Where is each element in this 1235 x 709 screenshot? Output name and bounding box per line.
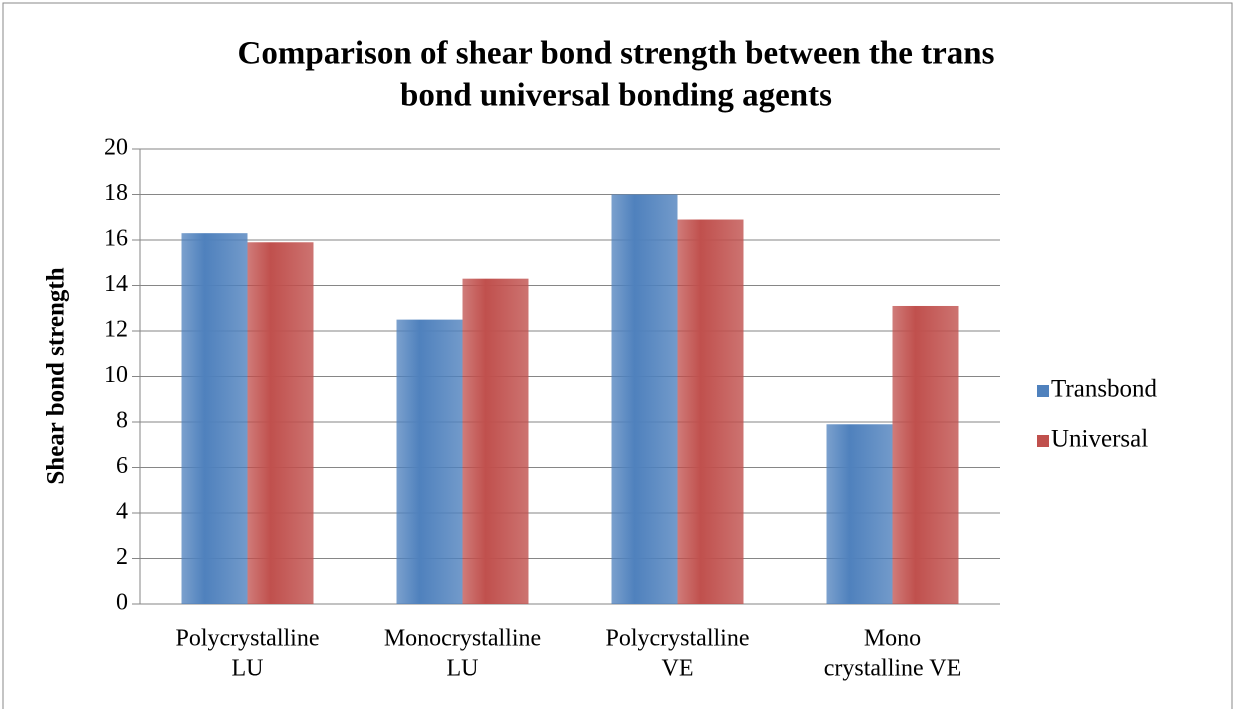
- y-tick-label: 2: [116, 544, 128, 570]
- bar: [892, 305, 959, 604]
- x-tick-label: LU: [447, 656, 479, 682]
- y-tick-label: 0: [116, 590, 128, 616]
- x-tick-label: Polycrystalline: [176, 626, 320, 652]
- y-tick-label: 10: [104, 362, 128, 388]
- bar: [462, 278, 529, 604]
- x-tick-label: Monocrystalline: [384, 626, 541, 652]
- bar: [826, 424, 893, 604]
- x-tick-label: crystalline VE: [824, 656, 962, 682]
- y-tick-label: 4: [116, 499, 128, 525]
- chart-title: Comparison of shear bond strength betwee…: [238, 36, 995, 72]
- x-tick-label: Polycrystalline: [606, 626, 750, 652]
- y-tick-label: 14: [104, 271, 128, 297]
- y-axis-label: Shear bond strength: [43, 267, 70, 484]
- chart-title: bond universal bonding agents: [400, 78, 832, 114]
- legend-label: Transbond: [1051, 376, 1158, 403]
- y-tick-label: 8: [116, 408, 128, 434]
- y-tick-label: 20: [104, 135, 128, 161]
- y-tick-label: 18: [104, 180, 128, 206]
- bar: [396, 319, 463, 604]
- y-tick-label: 6: [116, 453, 128, 479]
- y-tick-label: 12: [104, 317, 128, 343]
- legend-swatch: [1037, 435, 1049, 447]
- bar: [181, 233, 248, 605]
- bar: [677, 219, 744, 604]
- bar: [247, 242, 314, 604]
- x-tick-label: LU: [232, 656, 264, 682]
- legend-label: Universal: [1051, 426, 1148, 453]
- x-tick-label: VE: [662, 656, 694, 682]
- x-tick-label: Mono: [864, 626, 921, 652]
- legend-swatch: [1037, 385, 1049, 397]
- y-tick-label: 16: [104, 226, 128, 252]
- bar: [611, 194, 678, 604]
